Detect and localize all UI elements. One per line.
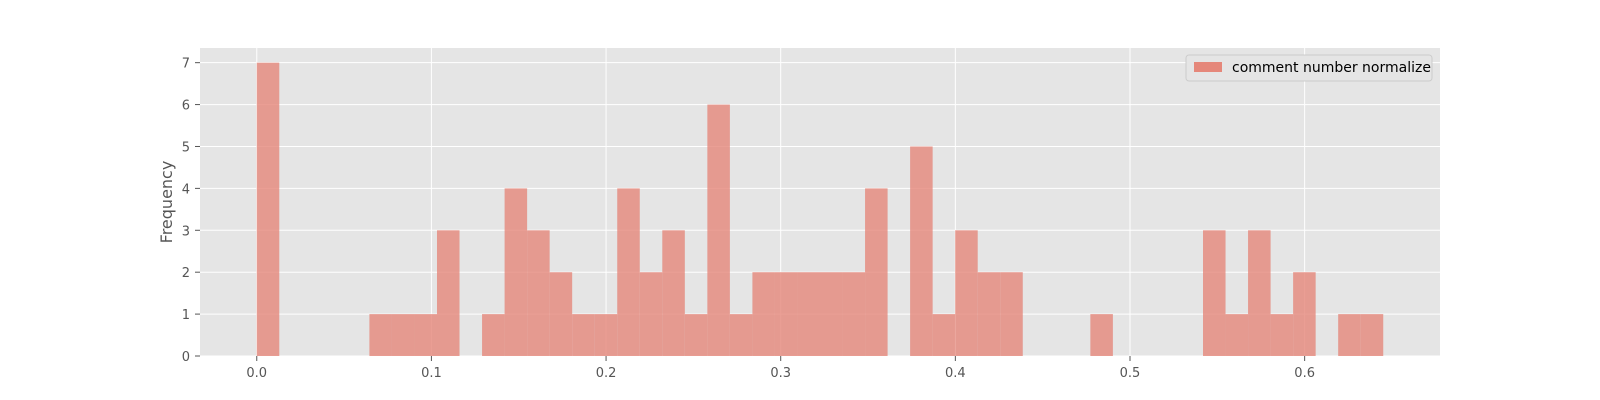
histogram-bar <box>752 272 775 356</box>
legend-box <box>1185 54 1433 82</box>
legend-label: comment number normalize <box>1232 60 1431 76</box>
histogram-bar <box>932 314 956 356</box>
histogram-bar <box>684 314 708 356</box>
x-tick-label: 0.6 <box>1294 366 1315 381</box>
y-axis-label: Frequency <box>157 161 176 244</box>
histogram-bar <box>1270 314 1294 356</box>
histogram-bar <box>391 314 415 356</box>
histogram-bar <box>482 314 505 356</box>
y-tick-label: 3 <box>182 224 190 239</box>
legend: comment number normalize <box>1185 54 1433 82</box>
x-tick-label: 0.2 <box>596 366 617 381</box>
y-tick-label: 4 <box>182 182 190 197</box>
histogram-bar <box>594 314 618 356</box>
histogram-bar <box>865 188 888 356</box>
histogram-bar <box>955 230 978 356</box>
y-tick-label: 2 <box>182 266 190 281</box>
x-tick-label: 0.1 <box>421 366 442 381</box>
histogram-bar <box>910 146 933 356</box>
histogram-bar <box>369 314 392 356</box>
histogram-bar <box>707 104 730 356</box>
y-tick-label: 6 <box>182 99 190 114</box>
x-tick-label: 0.3 <box>770 366 791 381</box>
histogram-bar <box>617 188 640 356</box>
histogram-bar <box>1360 314 1384 356</box>
histogram-bar <box>977 272 1001 356</box>
x-tick-label: 0.5 <box>1120 366 1141 381</box>
histogram-bar <box>1090 314 1113 356</box>
histogram-bar <box>256 62 280 357</box>
histogram-bar <box>504 188 528 356</box>
histogram-bar <box>797 272 820 356</box>
histogram-bar <box>436 230 460 356</box>
histogram-bar <box>774 272 798 356</box>
histogram-bar <box>639 272 663 356</box>
histogram-bar <box>820 272 843 356</box>
histogram-bar <box>662 230 685 356</box>
histogram-bar <box>1225 314 1249 356</box>
y-tick-label: 1 <box>182 308 190 323</box>
histogram-bar <box>1000 272 1023 356</box>
y-axis: 0 1 2 3 4 5 6 7 <box>182 57 200 365</box>
histogram-bar <box>414 314 437 356</box>
histogram-bar <box>1338 314 1361 356</box>
histogram-bar <box>1248 230 1271 356</box>
histogram-bar <box>729 314 753 356</box>
y-tick-label: 7 <box>182 57 190 72</box>
y-tick-label: 0 <box>182 350 190 365</box>
histogram-bar <box>549 272 573 356</box>
histogram-bar <box>1293 272 1316 356</box>
histogram-bar <box>842 272 866 356</box>
x-tick-label: 0.4 <box>945 366 966 381</box>
y-tick-label: 5 <box>182 140 190 155</box>
legend-swatch <box>1194 62 1222 72</box>
histogram-bar <box>572 314 595 356</box>
histogram-bars <box>256 62 1384 357</box>
histogram-bar <box>1203 230 1226 356</box>
x-axis: 0.0 0.1 0.2 0.3 0.4 0.5 0.6 <box>246 356 1315 381</box>
x-tick-label: 0.0 <box>246 366 267 381</box>
histogram-bar <box>527 230 550 356</box>
